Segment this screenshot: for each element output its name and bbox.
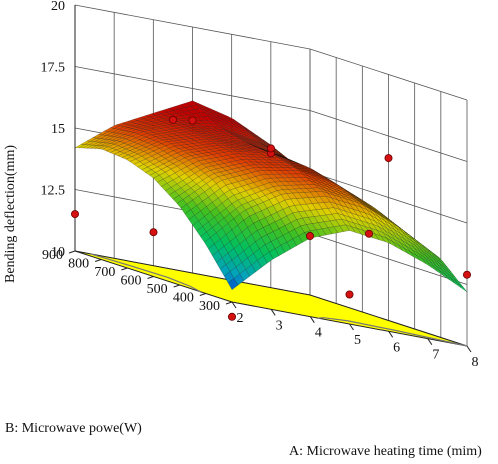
x-tick-mark bbox=[231, 301, 237, 309]
y-tick-label: 800 bbox=[68, 257, 89, 272]
y-tick-label: 600 bbox=[121, 274, 142, 289]
tick-labels: 10 12.5 15 17.5 20 2 3 4 5 6 7 8 300 400 500 600 700 800 9… bbox=[41, 0, 479, 370]
y-tick-mark bbox=[225, 301, 233, 305]
z-tick-label: 15 bbox=[51, 122, 65, 137]
wall-grid-line bbox=[309, 110, 468, 162]
wall-grid-line bbox=[74, 4, 311, 50]
design-point bbox=[462, 270, 471, 279]
y-axis-label: B: Microwave powe(W) bbox=[5, 421, 142, 436]
x-tick-mark bbox=[270, 309, 276, 316]
x-tick-label: 4 bbox=[315, 326, 322, 341]
design-point bbox=[364, 229, 373, 238]
surface-patch bbox=[227, 278, 239, 290]
y-tick-mark bbox=[121, 267, 128, 271]
design-point bbox=[227, 312, 236, 321]
y-tick-mark bbox=[95, 259, 102, 262]
z-tick-label: 12.5 bbox=[41, 184, 66, 199]
y-tick-label: 300 bbox=[199, 299, 220, 314]
x-tick-label: 6 bbox=[393, 340, 400, 355]
x-tick-label: 2 bbox=[237, 311, 244, 326]
wall-grid-line bbox=[74, 66, 311, 111]
x-tick-mark bbox=[349, 323, 354, 331]
x-tick-label: 5 bbox=[354, 333, 361, 348]
floor-contour bbox=[90, 253, 201, 293]
response-surface bbox=[74, 100, 468, 293]
y-tick-label: 900 bbox=[42, 248, 63, 263]
design-point bbox=[188, 116, 197, 125]
x-tick-label: 7 bbox=[432, 348, 439, 363]
design-point bbox=[305, 231, 314, 240]
z-tick-label: 17.5 bbox=[41, 61, 66, 76]
y-tick-label: 400 bbox=[173, 291, 194, 306]
y-tick-label: 700 bbox=[94, 265, 115, 280]
z-tick-label: 20 bbox=[51, 0, 65, 14]
design-points bbox=[71, 115, 471, 321]
z-tick-label: 10 bbox=[51, 245, 65, 260]
x-axis-label: A: Microwave heating time (mim) bbox=[289, 444, 482, 459]
y-tick-mark bbox=[173, 284, 180, 288]
design-point bbox=[384, 154, 393, 163]
x-tick-mark bbox=[388, 331, 394, 338]
z-axis-label: Bending deflection(mm) bbox=[3, 145, 18, 283]
x-tick-mark bbox=[427, 338, 433, 345]
x-tick-mark bbox=[466, 345, 472, 353]
design-point bbox=[345, 290, 354, 299]
design-point bbox=[168, 115, 177, 124]
y-tick-mark bbox=[147, 276, 154, 279]
design-point bbox=[71, 210, 80, 219]
x-tick-label: 8 bbox=[472, 355, 479, 370]
chart-floor bbox=[68, 250, 472, 353]
design-point bbox=[266, 144, 275, 153]
y-tick-mark bbox=[199, 293, 206, 296]
x-tick-label: 3 bbox=[276, 318, 283, 333]
design-point bbox=[149, 228, 158, 237]
wall-grid-line bbox=[309, 48, 468, 101]
y-tick-mark bbox=[68, 250, 76, 254]
floor-contour bbox=[318, 317, 468, 347]
wall-grid-line bbox=[309, 233, 468, 285]
x-tick-mark bbox=[309, 316, 315, 323]
wall-grid-line bbox=[309, 171, 468, 224]
y-tick-label: 500 bbox=[147, 282, 168, 297]
